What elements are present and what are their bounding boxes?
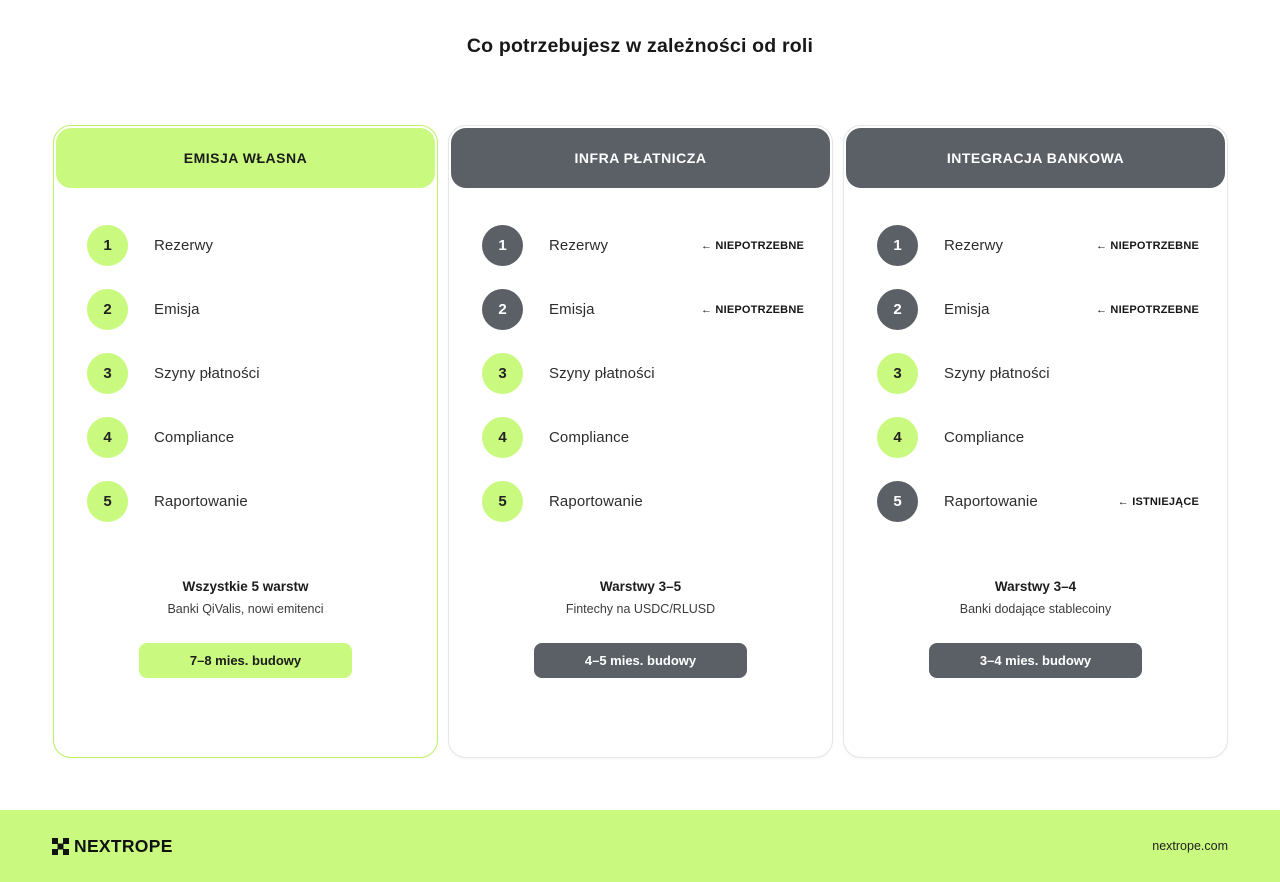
layer-label: Raportowanie (944, 493, 1038, 510)
layer-list: 1 Rezerwy ← NIEPOTRZEBNE 2 Emisja ← NIEP… (449, 190, 832, 522)
layer-note: ← NIEPOTRZEBNE (1095, 239, 1199, 252)
layer-label: Emisja (549, 301, 595, 318)
page-title: Co potrzebujesz w zależności od roli (466, 35, 814, 57)
layer-item: 2 Emisja (87, 289, 409, 330)
layer-item: 5 Raportowanie (482, 481, 804, 522)
layer-label: Compliance (154, 429, 235, 446)
layer-number-badge: 1 (87, 225, 128, 266)
layer-label: Raportowanie (549, 493, 643, 510)
duration-badge: 3–4 mies. budowy (929, 643, 1142, 678)
layer-item: 5 Raportowanie ← ISTNIEJĄCE (877, 481, 1199, 522)
layer-item: 1 Rezerwy ← NIEPOTRZEBNE (877, 225, 1199, 266)
layer-number-badge: 3 (87, 353, 128, 394)
layer-label: Raportowanie (154, 493, 248, 510)
duration-badge: 4–5 mies. budowy (534, 643, 747, 678)
layer-number-badge: 5 (482, 481, 523, 522)
card-header: INFRA PŁATNICZA (451, 128, 830, 188)
card-summary: Wszystkie 5 warstw Banki QiValis, nowi e… (54, 579, 437, 616)
summary-subtitle: Fintechy na USDC/RLUSD (565, 602, 716, 616)
layer-item: 2 Emisja ← NIEPOTRZEBNE (877, 289, 1199, 330)
layer-note: ← NIEPOTRZEBNE (700, 303, 804, 316)
card-infra-platnicza: INFRA PŁATNICZA 1 Rezerwy ← NIEPOTRZEBNE… (448, 125, 833, 758)
website-url: nextrope.com (1152, 839, 1228, 853)
layer-number-badge: 4 (482, 417, 523, 458)
layer-item: 5 Raportowanie (87, 481, 409, 522)
layer-label: Rezerwy (944, 237, 1004, 254)
layer-item: 3 Szyny płatności (87, 353, 409, 394)
layer-list: 1 Rezerwy 2 Emisja 3 Szyny płatności 4 C… (54, 190, 437, 522)
layer-number-badge: 4 (877, 417, 918, 458)
layer-number-badge: 3 (877, 353, 918, 394)
layer-item: 1 Rezerwy (87, 225, 409, 266)
layer-label: Emisja (154, 301, 200, 318)
duration-badge: 7–8 mies. budowy (139, 643, 352, 678)
layer-item: 3 Szyny płatności (482, 353, 804, 394)
layer-number-badge: 2 (87, 289, 128, 330)
layer-list: 1 Rezerwy ← NIEPOTRZEBNE 2 Emisja ← NIEP… (844, 190, 1227, 522)
layer-label: Emisja (944, 301, 990, 318)
layer-label: Compliance (549, 429, 630, 446)
layer-label: Rezerwy (549, 237, 609, 254)
layer-note: ← NIEPOTRZEBNE (700, 239, 804, 252)
card-integracja-bankowa: INTEGRACJA BANKOWA 1 Rezerwy ← NIEPOTRZE… (843, 125, 1228, 758)
layer-item: 1 Rezerwy ← NIEPOTRZEBNE (482, 225, 804, 266)
cards-row: EMISJA WŁASNA 1 Rezerwy 2 Emisja 3 Szyny… (53, 125, 1228, 758)
layer-number-badge: 5 (87, 481, 128, 522)
layer-label: Szyny płatności (944, 365, 1050, 382)
layer-label: Szyny płatności (549, 365, 655, 382)
layer-number-badge: 1 (877, 225, 918, 266)
layer-label: Compliance (944, 429, 1025, 446)
layer-number-badge: 2 (877, 289, 918, 330)
layer-label: Szyny płatności (154, 365, 260, 382)
layer-number-badge: 3 (482, 353, 523, 394)
layer-number-badge: 4 (87, 417, 128, 458)
layer-item: 4 Compliance (87, 417, 409, 458)
layer-item: 4 Compliance (482, 417, 804, 458)
layer-note: ← NIEPOTRZEBNE (1095, 303, 1199, 316)
layer-item: 3 Szyny płatności (877, 353, 1199, 394)
card-header: EMISJA WŁASNA (56, 128, 435, 188)
layer-number-badge: 1 (482, 225, 523, 266)
layer-number-badge: 5 (877, 481, 918, 522)
layer-item: 2 Emisja ← NIEPOTRZEBNE (482, 289, 804, 330)
summary-title: Warstwy 3–5 (599, 579, 682, 594)
layer-number-badge: 2 (482, 289, 523, 330)
summary-subtitle: Banki dodające stablecoiny (959, 602, 1112, 616)
summary-title: Wszystkie 5 warstw (182, 579, 309, 594)
summary-title: Warstwy 3–4 (994, 579, 1077, 594)
x-mark-icon (52, 837, 69, 855)
card-summary: Warstwy 3–5 Fintechy na USDC/RLUSD (449, 579, 832, 616)
summary-subtitle: Banki QiValis, nowi emitenci (167, 602, 324, 616)
card-emisja-wlasna: EMISJA WŁASNA 1 Rezerwy 2 Emisja 3 Szyny… (53, 125, 438, 758)
brand-name: NEXTROPE (74, 835, 173, 856)
layer-item: 4 Compliance (877, 417, 1199, 458)
layer-label: Rezerwy (154, 237, 214, 254)
footer-band: NEXTROPE nextrope.com (0, 810, 1280, 882)
card-summary: Warstwy 3–4 Banki dodające stablecoiny (844, 579, 1227, 616)
nextrope-logo: NEXTROPE (52, 836, 173, 857)
card-header: INTEGRACJA BANKOWA (846, 128, 1225, 188)
layer-note: ← ISTNIEJĄCE (1117, 495, 1199, 508)
